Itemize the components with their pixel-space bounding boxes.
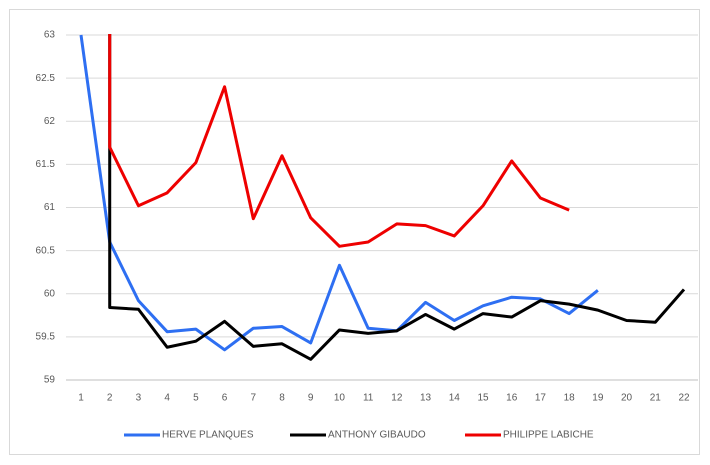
y-tick-label: 59 [44, 375, 56, 386]
grid [66, 34, 698, 381]
x-tick-label: 20 [621, 393, 633, 404]
x-tick-label: 12 [391, 393, 403, 404]
x-tick-label: 4 [164, 393, 170, 404]
x-tick-label: 18 [564, 393, 576, 404]
x-tick-label: 5 [193, 393, 199, 404]
y-tick-label: 62.5 [36, 73, 56, 84]
legend-label: ANTHONY GIBAUDO [328, 430, 426, 441]
x-tick-label: 10 [334, 393, 346, 404]
x-tick-label: 16 [506, 393, 518, 404]
x-tick-label: 9 [308, 393, 314, 404]
legend-label: HERVE PLANQUES [162, 430, 254, 441]
x-tick-label: 7 [251, 393, 257, 404]
x-tick-label: 21 [650, 393, 662, 404]
x-tick-label: 22 [678, 393, 690, 404]
x-tick-label: 6 [222, 393, 228, 404]
chart-frame [9, 9, 700, 455]
x-tick-label: 13 [420, 393, 432, 404]
series-line [108, 34, 570, 248]
y-tick-label: 61.5 [36, 159, 56, 170]
y-tick-label: 63 [44, 30, 56, 41]
x-tick-label: 11 [363, 393, 374, 404]
y-tick-label: 60 [44, 288, 56, 299]
x-tick-label: 17 [535, 393, 547, 404]
series-line [79, 34, 599, 352]
series-line [108, 34, 686, 361]
x-tick-label: 1 [78, 393, 84, 404]
x-tick-label: 14 [449, 393, 461, 404]
plot-area [79, 34, 686, 361]
y-tick-label: 61 [44, 202, 56, 213]
x-tick-label: 8 [279, 393, 285, 404]
x-tick-label: 15 [477, 393, 489, 404]
y-tick-label: 59.5 [36, 332, 56, 343]
y-tick-label: 60.5 [36, 245, 56, 256]
y-tick-label: 62 [44, 116, 56, 127]
x-tick-label: 3 [136, 393, 142, 404]
x-tick-label: 19 [592, 393, 604, 404]
x-tick-label: 2 [107, 393, 113, 404]
legend-label: PHILIPPE LABICHE [503, 430, 594, 441]
